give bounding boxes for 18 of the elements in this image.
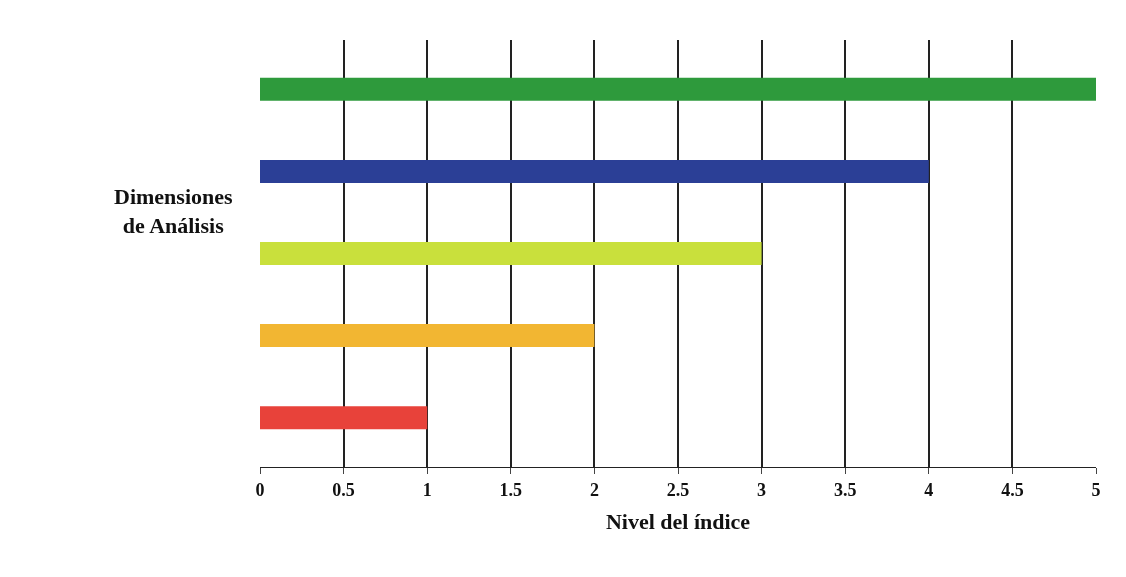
x-tick-label: 2 (589, 479, 599, 500)
x-axis-title: Nivel del índice (605, 509, 751, 535)
bar (260, 159, 929, 183)
bar (260, 77, 1096, 101)
y-axis-title: Dimensiones de Análisis (114, 184, 233, 238)
x-tick-label: 5 (1091, 479, 1101, 500)
x-tick-label: 4.5 (1001, 479, 1024, 500)
x-tick-label: 1.5 (499, 479, 523, 500)
bar (260, 242, 762, 265)
x-tick-label: 0 (255, 479, 265, 500)
bar (260, 324, 595, 348)
x-tick-label: 4 (924, 479, 934, 500)
x-tick-label: 2.5 (666, 479, 690, 500)
x-tick-label: 1 (422, 479, 432, 500)
bar (260, 406, 428, 430)
x-tick-label: 3.5 (833, 479, 857, 500)
x-tick-label: 0.5 (332, 479, 355, 500)
x-tick-label: 3 (757, 479, 767, 500)
